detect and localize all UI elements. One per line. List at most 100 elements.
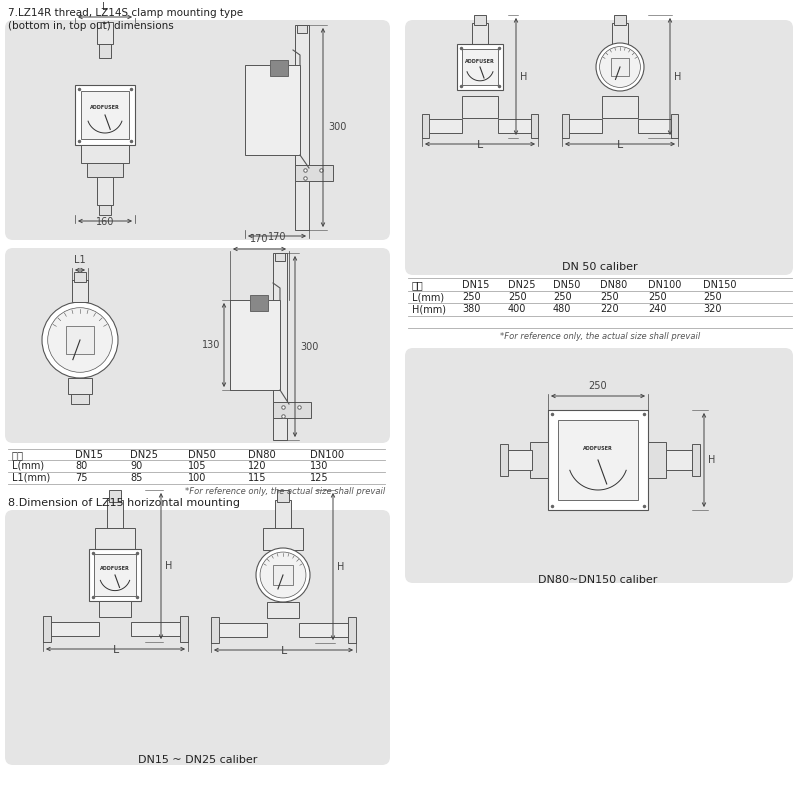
Bar bbox=[230, 300, 280, 390]
Bar bbox=[348, 617, 356, 643]
Bar bbox=[75, 85, 135, 145]
Bar bbox=[43, 616, 51, 642]
Text: L: L bbox=[477, 140, 483, 150]
Text: ADDFUSER: ADDFUSER bbox=[90, 106, 120, 110]
Bar bbox=[562, 114, 569, 138]
Text: DN 50 caliber: DN 50 caliber bbox=[562, 262, 638, 272]
Text: L1: L1 bbox=[74, 255, 86, 265]
Bar bbox=[506, 450, 532, 470]
Bar bbox=[97, 177, 113, 205]
Bar bbox=[666, 450, 692, 470]
Text: H: H bbox=[337, 562, 344, 571]
Bar bbox=[295, 165, 333, 181]
Text: H: H bbox=[708, 455, 715, 465]
FancyBboxPatch shape bbox=[5, 510, 390, 765]
Bar bbox=[273, 565, 294, 586]
Text: DN80~DN150 caliber: DN80~DN150 caliber bbox=[538, 575, 658, 585]
Bar bbox=[107, 500, 123, 528]
Bar bbox=[71, 394, 89, 404]
Bar bbox=[267, 602, 299, 618]
Circle shape bbox=[600, 46, 641, 87]
Text: 300: 300 bbox=[328, 122, 346, 133]
Text: 250: 250 bbox=[648, 292, 666, 302]
Text: 8.Dimension of LZ15 horizontal mounting: 8.Dimension of LZ15 horizontal mounting bbox=[8, 498, 240, 508]
Bar bbox=[648, 442, 666, 478]
Text: DN150: DN150 bbox=[703, 280, 737, 290]
FancyBboxPatch shape bbox=[5, 248, 390, 443]
Circle shape bbox=[48, 308, 112, 372]
Bar bbox=[275, 500, 291, 528]
Bar bbox=[66, 326, 94, 354]
Text: 380: 380 bbox=[462, 304, 480, 314]
Text: 400: 400 bbox=[508, 304, 526, 314]
Text: L(mm): L(mm) bbox=[12, 461, 44, 471]
Text: H: H bbox=[520, 71, 527, 82]
Bar bbox=[422, 114, 429, 138]
Bar bbox=[531, 114, 538, 138]
Bar bbox=[462, 49, 498, 86]
Bar bbox=[99, 205, 111, 215]
Bar bbox=[81, 145, 129, 163]
Text: 240: 240 bbox=[648, 304, 666, 314]
Bar bbox=[500, 444, 508, 476]
Text: DN25: DN25 bbox=[508, 280, 535, 290]
Bar bbox=[68, 378, 92, 394]
Bar bbox=[614, 15, 626, 25]
Text: L: L bbox=[617, 140, 623, 150]
Bar bbox=[277, 490, 289, 502]
Text: 100: 100 bbox=[188, 473, 206, 483]
Text: 160: 160 bbox=[96, 217, 114, 227]
Text: DN80: DN80 bbox=[248, 450, 276, 460]
Circle shape bbox=[596, 43, 644, 91]
Text: ADDFUSER: ADDFUSER bbox=[465, 59, 495, 64]
Bar bbox=[612, 23, 628, 45]
Bar bbox=[530, 442, 548, 478]
Text: 250: 250 bbox=[462, 292, 481, 302]
Text: 125: 125 bbox=[310, 473, 329, 483]
Text: H: H bbox=[674, 71, 682, 82]
Bar bbox=[211, 617, 219, 643]
Text: DN15: DN15 bbox=[75, 450, 103, 460]
Text: 80: 80 bbox=[75, 461, 87, 471]
Text: 115: 115 bbox=[248, 473, 266, 483]
Text: 130: 130 bbox=[310, 461, 328, 471]
Bar bbox=[273, 402, 311, 418]
Bar bbox=[245, 65, 300, 155]
Bar bbox=[87, 163, 123, 177]
Text: 口径: 口径 bbox=[12, 450, 24, 460]
Circle shape bbox=[260, 552, 306, 598]
Text: H: H bbox=[165, 561, 172, 571]
Text: 250: 250 bbox=[600, 292, 618, 302]
Text: L: L bbox=[112, 645, 118, 655]
Text: ADDFUSER: ADDFUSER bbox=[100, 566, 130, 571]
Text: *For reference only, the actual size shall prevail: *For reference only, the actual size sha… bbox=[185, 487, 385, 496]
Bar bbox=[89, 549, 141, 601]
Text: ADDFUSER: ADDFUSER bbox=[583, 446, 613, 450]
Bar bbox=[558, 420, 638, 500]
Bar bbox=[602, 96, 638, 118]
Circle shape bbox=[42, 302, 118, 378]
Bar bbox=[74, 272, 86, 282]
Bar bbox=[671, 114, 678, 138]
Text: L: L bbox=[280, 646, 286, 656]
Bar bbox=[109, 490, 121, 502]
Text: DN100: DN100 bbox=[310, 450, 344, 460]
Text: 130: 130 bbox=[202, 340, 220, 350]
Text: 250: 250 bbox=[589, 381, 607, 391]
Text: 7.LZ14R thread, LZ14S clamp mounting type
(bottom in, top out) dimensions: 7.LZ14R thread, LZ14S clamp mounting typ… bbox=[8, 8, 243, 31]
Bar bbox=[568, 119, 602, 133]
Bar bbox=[611, 58, 629, 76]
Bar bbox=[462, 96, 498, 118]
Bar bbox=[180, 616, 188, 642]
Bar bbox=[457, 44, 503, 90]
Bar bbox=[273, 253, 287, 440]
Bar bbox=[474, 15, 486, 25]
Text: 250: 250 bbox=[553, 292, 572, 302]
Bar bbox=[692, 444, 700, 476]
Bar bbox=[131, 622, 180, 636]
Bar bbox=[250, 295, 268, 311]
Bar bbox=[50, 622, 99, 636]
Bar bbox=[297, 25, 307, 33]
Text: 250: 250 bbox=[703, 292, 722, 302]
Text: 105: 105 bbox=[188, 461, 206, 471]
